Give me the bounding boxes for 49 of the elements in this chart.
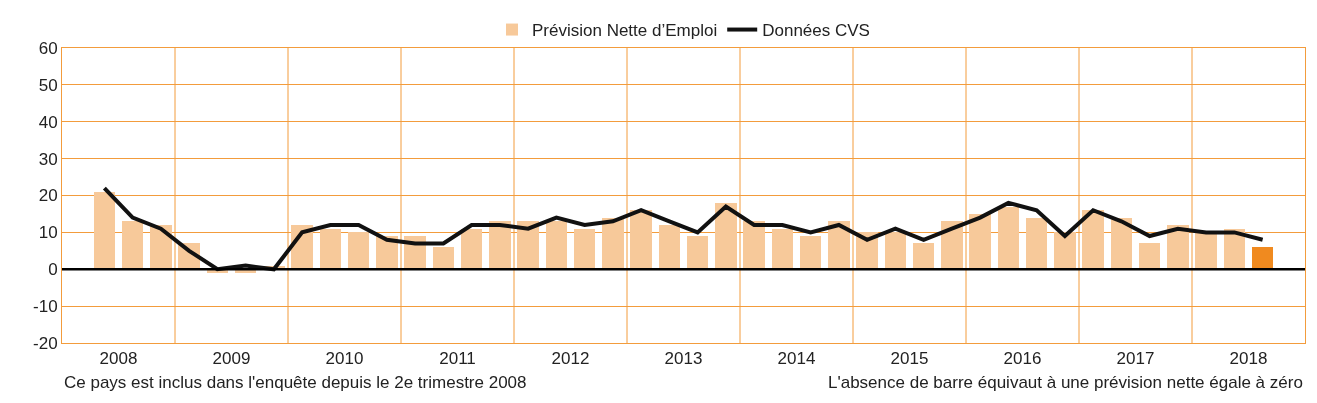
bar [1026,218,1047,269]
y-tick-label: 60 [38,38,58,58]
text: L'absence de barre équivaut à une prévision nette égale à zéro [828,373,1303,392]
x-tick-label: 2009 [212,349,251,369]
y-tick-label: 20 [38,186,58,206]
x-tick-label: 2016 [1003,349,1042,369]
legend-label: Données CVS [762,21,870,41]
bar [630,210,652,269]
bar [743,221,765,269]
bar [433,247,454,269]
y-tick-label: 10 [38,223,58,243]
bar [1054,232,1076,269]
bar [461,229,482,269]
y-tick-label: 0 [48,260,58,280]
bar [546,221,567,269]
text: Ce pays est inclus dans l'enquête depuis le 2e trimestre 2008 [64,373,527,392]
bar [998,207,1019,269]
x-tick-label: 2012 [551,349,590,369]
y-tick-label: 40 [38,112,58,132]
bar [320,229,341,269]
bar [800,236,821,269]
bar [122,221,143,269]
y-tick-label: 30 [38,149,58,169]
bar [602,218,624,269]
bar [969,214,991,269]
x-tick-label: 2013 [664,349,703,369]
bar [659,225,680,269]
bar [94,192,115,269]
y-tick-label: -10 [33,297,58,317]
x-tick-label: 2008 [99,349,138,369]
bar [885,232,906,269]
bar [1195,232,1217,269]
bar [772,229,793,269]
x-tick-label: 2017 [1116,349,1155,369]
x-tick-label: 2018 [1229,349,1268,369]
x-tick-label: 2011 [439,349,476,369]
x-tick-label: 2015 [890,349,929,369]
legend-label: Prévision Nette d’Emploi [532,21,718,41]
bar [687,236,708,269]
bar [913,243,934,269]
bar [574,229,595,269]
bar [1082,210,1104,269]
bar [348,232,369,269]
y-tick-label: 50 [38,75,58,95]
bar [1139,243,1160,269]
x-tick-label: 2014 [777,349,816,369]
y-tick-label: -20 [33,333,58,353]
x-tick-label: 2010 [325,349,364,369]
bar [1252,247,1273,269]
